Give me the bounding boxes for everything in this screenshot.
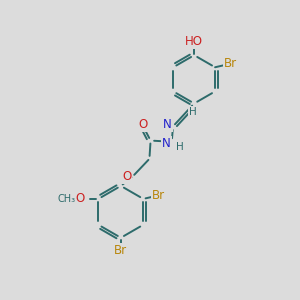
Text: O: O bbox=[138, 118, 147, 131]
Text: O: O bbox=[122, 170, 131, 183]
Text: H: H bbox=[176, 142, 184, 152]
Text: CH₃: CH₃ bbox=[58, 194, 76, 204]
Text: H: H bbox=[188, 107, 196, 117]
Text: N: N bbox=[162, 137, 171, 150]
Text: Br: Br bbox=[114, 244, 128, 256]
Text: N: N bbox=[163, 118, 172, 131]
Text: Br: Br bbox=[152, 189, 165, 202]
Text: O: O bbox=[76, 192, 85, 206]
Text: HO: HO bbox=[185, 35, 203, 48]
Text: Br: Br bbox=[224, 57, 237, 70]
